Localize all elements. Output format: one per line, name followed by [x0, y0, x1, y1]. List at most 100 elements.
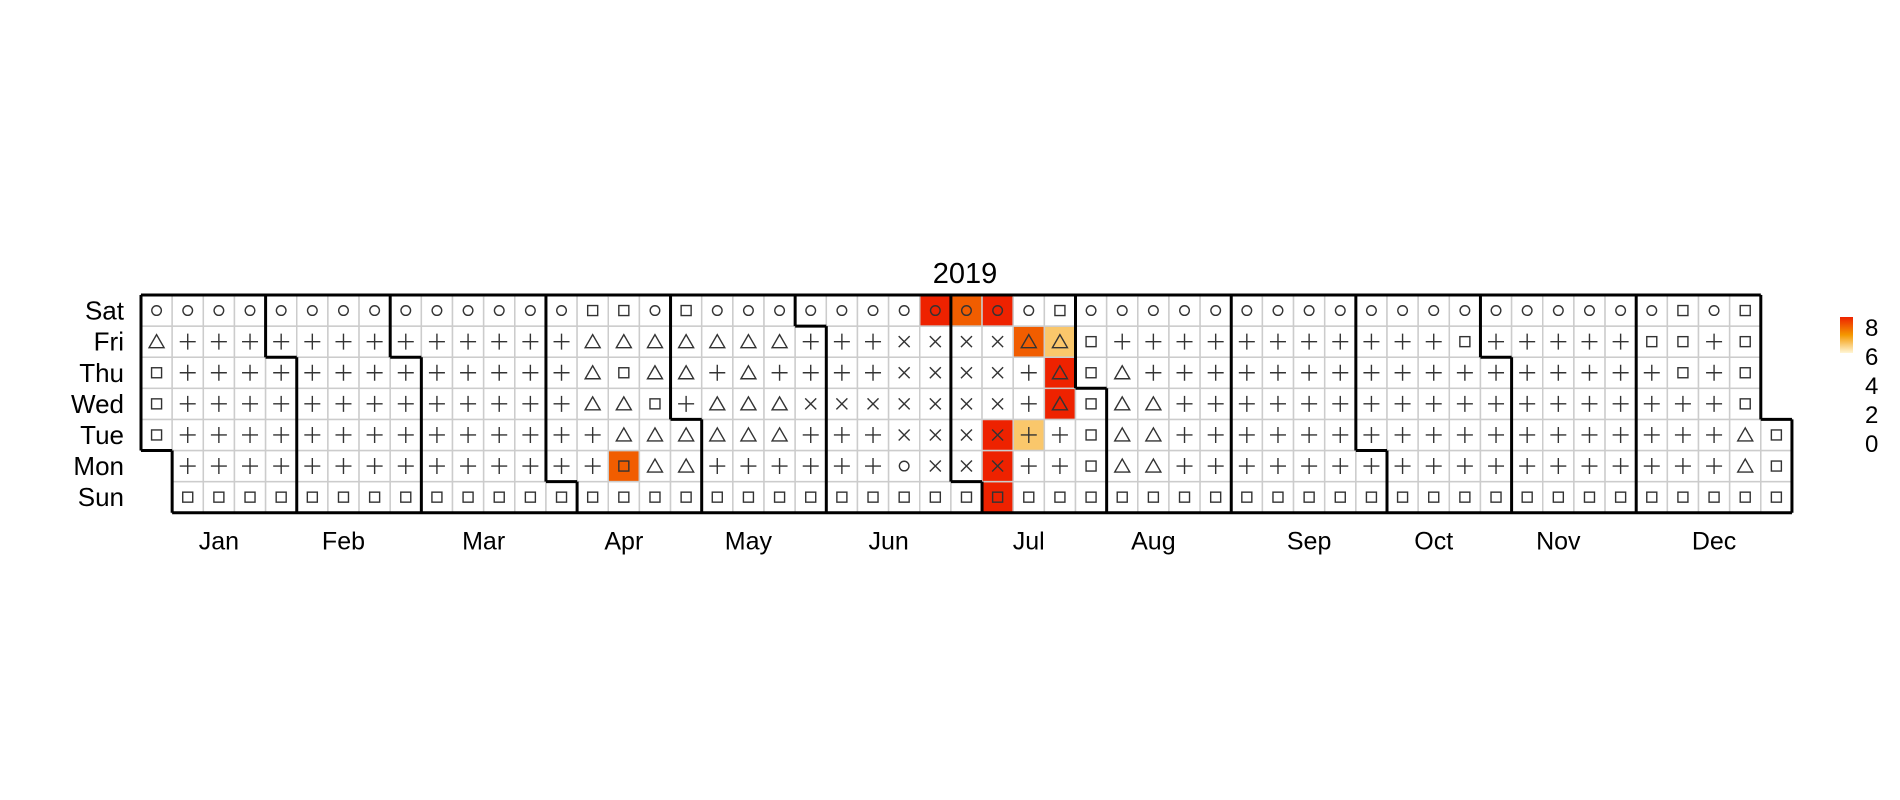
plus-marker — [553, 395, 570, 412]
legend-label: 4 — [1865, 373, 1878, 400]
day-cell — [1074, 418, 1108, 452]
square-marker — [1178, 491, 1191, 503]
plus-marker — [460, 333, 477, 350]
day-cell — [1573, 480, 1606, 514]
day-cell — [1355, 449, 1388, 483]
day-cell — [700, 480, 734, 514]
day-cell — [1604, 480, 1637, 514]
square-marker — [1085, 335, 1097, 348]
day-cell — [700, 325, 734, 358]
day-cell — [171, 449, 205, 483]
plus-marker — [1425, 395, 1442, 412]
triangle-marker — [708, 426, 726, 442]
day-cell — [1728, 418, 1762, 452]
circle-marker — [1272, 305, 1284, 317]
day-cell — [1697, 480, 1731, 514]
plus-marker — [1051, 426, 1068, 443]
day-cell — [1635, 356, 1669, 390]
circle-marker — [867, 305, 879, 317]
square-marker — [1646, 491, 1658, 503]
day-cell — [514, 325, 547, 358]
square-marker — [649, 398, 661, 410]
square-marker — [337, 491, 350, 503]
day-cell — [1510, 325, 1544, 358]
plus-marker — [242, 426, 259, 443]
plus-marker — [304, 426, 321, 443]
square-marker — [1054, 491, 1066, 503]
square-marker — [150, 398, 163, 410]
day-cell — [1105, 387, 1139, 421]
day-cell — [1635, 449, 1669, 483]
day-cell — [1573, 294, 1606, 327]
circle-marker — [774, 305, 786, 317]
plus-marker — [771, 364, 788, 381]
day-cell — [887, 387, 921, 421]
day-cell — [576, 325, 609, 358]
plus-marker — [1581, 364, 1598, 381]
day-cell — [887, 418, 921, 452]
plus-marker — [1363, 458, 1380, 475]
square-marker — [1365, 491, 1378, 503]
plus-marker — [1519, 426, 1536, 443]
square-marker — [1023, 491, 1035, 503]
circle-marker — [1116, 305, 1128, 317]
plus-marker — [1612, 333, 1629, 350]
day-cell — [1479, 356, 1513, 390]
day-cell — [420, 356, 454, 390]
day-cell — [919, 356, 952, 390]
triangle-marker — [770, 426, 789, 442]
plus-marker — [491, 395, 508, 412]
circle-marker — [929, 305, 941, 317]
plus-marker — [833, 333, 850, 350]
day-cell — [1105, 449, 1139, 483]
triangle-marker — [1144, 395, 1163, 411]
day-cell — [1510, 418, 1544, 452]
plus-marker — [1301, 426, 1318, 443]
square-marker — [898, 491, 910, 503]
day-cell — [732, 418, 765, 452]
plus-marker — [1674, 458, 1691, 475]
day-cell — [1666, 418, 1700, 452]
plus-marker — [210, 426, 227, 443]
square-marker — [1770, 429, 1783, 441]
day-cell — [981, 418, 1014, 452]
month-label: Nov — [1536, 528, 1581, 556]
plus-marker — [1020, 395, 1037, 412]
day-cell — [1604, 418, 1637, 452]
day-cell — [171, 294, 205, 327]
day-cell — [1261, 294, 1295, 327]
square-marker — [1739, 491, 1751, 503]
month-label: Jul — [1013, 528, 1045, 556]
circle-marker — [1490, 305, 1502, 317]
circle-marker — [1147, 305, 1159, 317]
day-cell — [638, 480, 672, 514]
square-marker — [1085, 460, 1097, 472]
legend-label: 6 — [1865, 344, 1878, 371]
day-cell — [700, 356, 734, 390]
plus-marker — [210, 333, 227, 350]
square-marker — [462, 491, 474, 503]
day-cell — [1604, 294, 1637, 327]
day-cell — [358, 325, 391, 358]
plus-marker — [397, 395, 414, 412]
plus-marker — [1301, 395, 1318, 412]
day-cell — [264, 356, 298, 390]
plus-marker — [1488, 333, 1505, 350]
day-cell — [358, 418, 391, 452]
plus-marker — [179, 333, 196, 350]
plus-marker — [1269, 333, 1286, 350]
day-cell — [1355, 387, 1388, 421]
day-cell — [1137, 449, 1170, 483]
plus-marker — [1207, 364, 1224, 381]
day-cell — [545, 294, 578, 327]
day-cell — [1510, 449, 1544, 483]
plus-marker — [428, 333, 445, 350]
triangle-marker — [1051, 395, 1069, 411]
plus-marker — [1612, 426, 1629, 443]
day-cell — [607, 480, 641, 514]
weekday-label: Mon — [73, 451, 124, 481]
day-cell — [1074, 325, 1108, 358]
day-cell — [1355, 356, 1388, 390]
day-cell — [1386, 294, 1419, 327]
